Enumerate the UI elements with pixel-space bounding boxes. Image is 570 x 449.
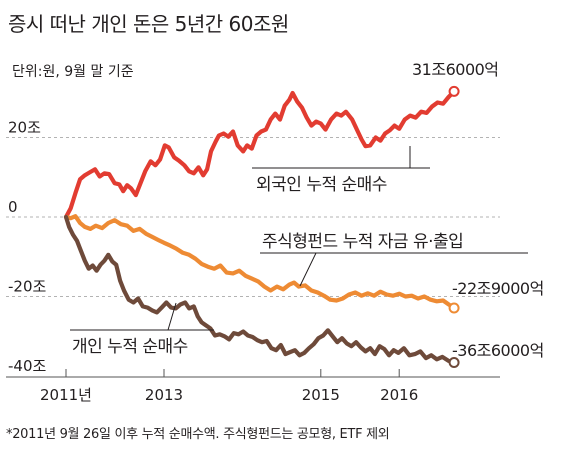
y-tick-label: 20조: [8, 119, 41, 137]
unit-note: 단위:원, 9월 말 기준: [12, 64, 134, 80]
leader-line: [299, 252, 317, 287]
end-value-label: -36조6000억: [452, 341, 544, 360]
chart-title: 증시 떠난 개인 돈은 5년간 60조원: [8, 12, 289, 36]
end-marker-0: [448, 85, 460, 97]
footnote: *2011년 9월 26일 이후 누적 순매수액. 주식형펀드는 공모형, ET…: [6, 427, 390, 442]
series-label: 외국인 누적 순매수: [256, 175, 387, 195]
series-line-0: [63, 89, 457, 220]
x-tick-label: 2016: [380, 386, 418, 404]
end-value-label: 31조6000억: [412, 60, 499, 79]
x-tick-label: 2015: [302, 386, 340, 404]
end-marker-2: [448, 356, 460, 368]
series-line-1: [63, 214, 457, 311]
y-tick-label: -20조: [8, 278, 46, 296]
x-tick-label: 2013: [145, 386, 183, 404]
end-marker-1: [448, 302, 460, 314]
y-tick-label: 0: [8, 198, 18, 216]
series-line-2: [63, 214, 457, 365]
leader-line: [167, 302, 177, 331]
y-tick-label: -40조: [8, 357, 46, 375]
end-value-label: -22조9000억: [452, 279, 544, 298]
series-label: 개인 누적 순매수: [72, 337, 188, 357]
x-tick-label: 2011년: [40, 386, 92, 404]
series-label: 주식형펀드 누적 자금 유·출입: [262, 232, 463, 252]
